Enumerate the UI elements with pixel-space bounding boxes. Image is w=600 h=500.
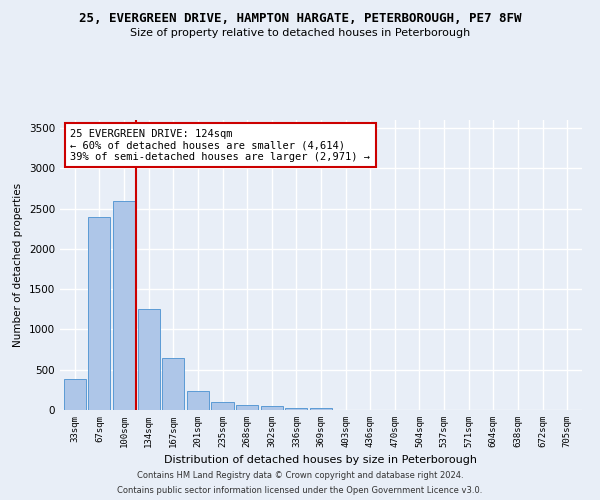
Bar [113,200,135,410]
Bar [285,408,307,410]
Bar [64,378,86,410]
Bar [137,310,160,410]
Text: Contains HM Land Registry data © Crown copyright and database right 2024.: Contains HM Land Registry data © Crown c… [137,471,463,480]
Bar [260,406,283,410]
Bar [310,408,332,410]
Text: Contains public sector information licensed under the Open Government Licence v3: Contains public sector information licen… [118,486,482,495]
X-axis label: Distribution of detached houses by size in Peterborough: Distribution of detached houses by size … [164,456,478,466]
Bar [162,358,184,410]
Bar [236,405,258,410]
Text: Size of property relative to detached houses in Peterborough: Size of property relative to detached ho… [130,28,470,38]
Text: 25, EVERGREEN DRIVE, HAMPTON HARGATE, PETERBOROUGH, PE7 8FW: 25, EVERGREEN DRIVE, HAMPTON HARGATE, PE… [79,12,521,26]
Text: 25 EVERGREEN DRIVE: 124sqm
← 60% of detached houses are smaller (4,614)
39% of s: 25 EVERGREEN DRIVE: 124sqm ← 60% of deta… [70,128,370,162]
Y-axis label: Number of detached properties: Number of detached properties [13,183,23,347]
Bar [88,216,110,410]
Bar [187,390,209,410]
Bar [211,402,233,410]
